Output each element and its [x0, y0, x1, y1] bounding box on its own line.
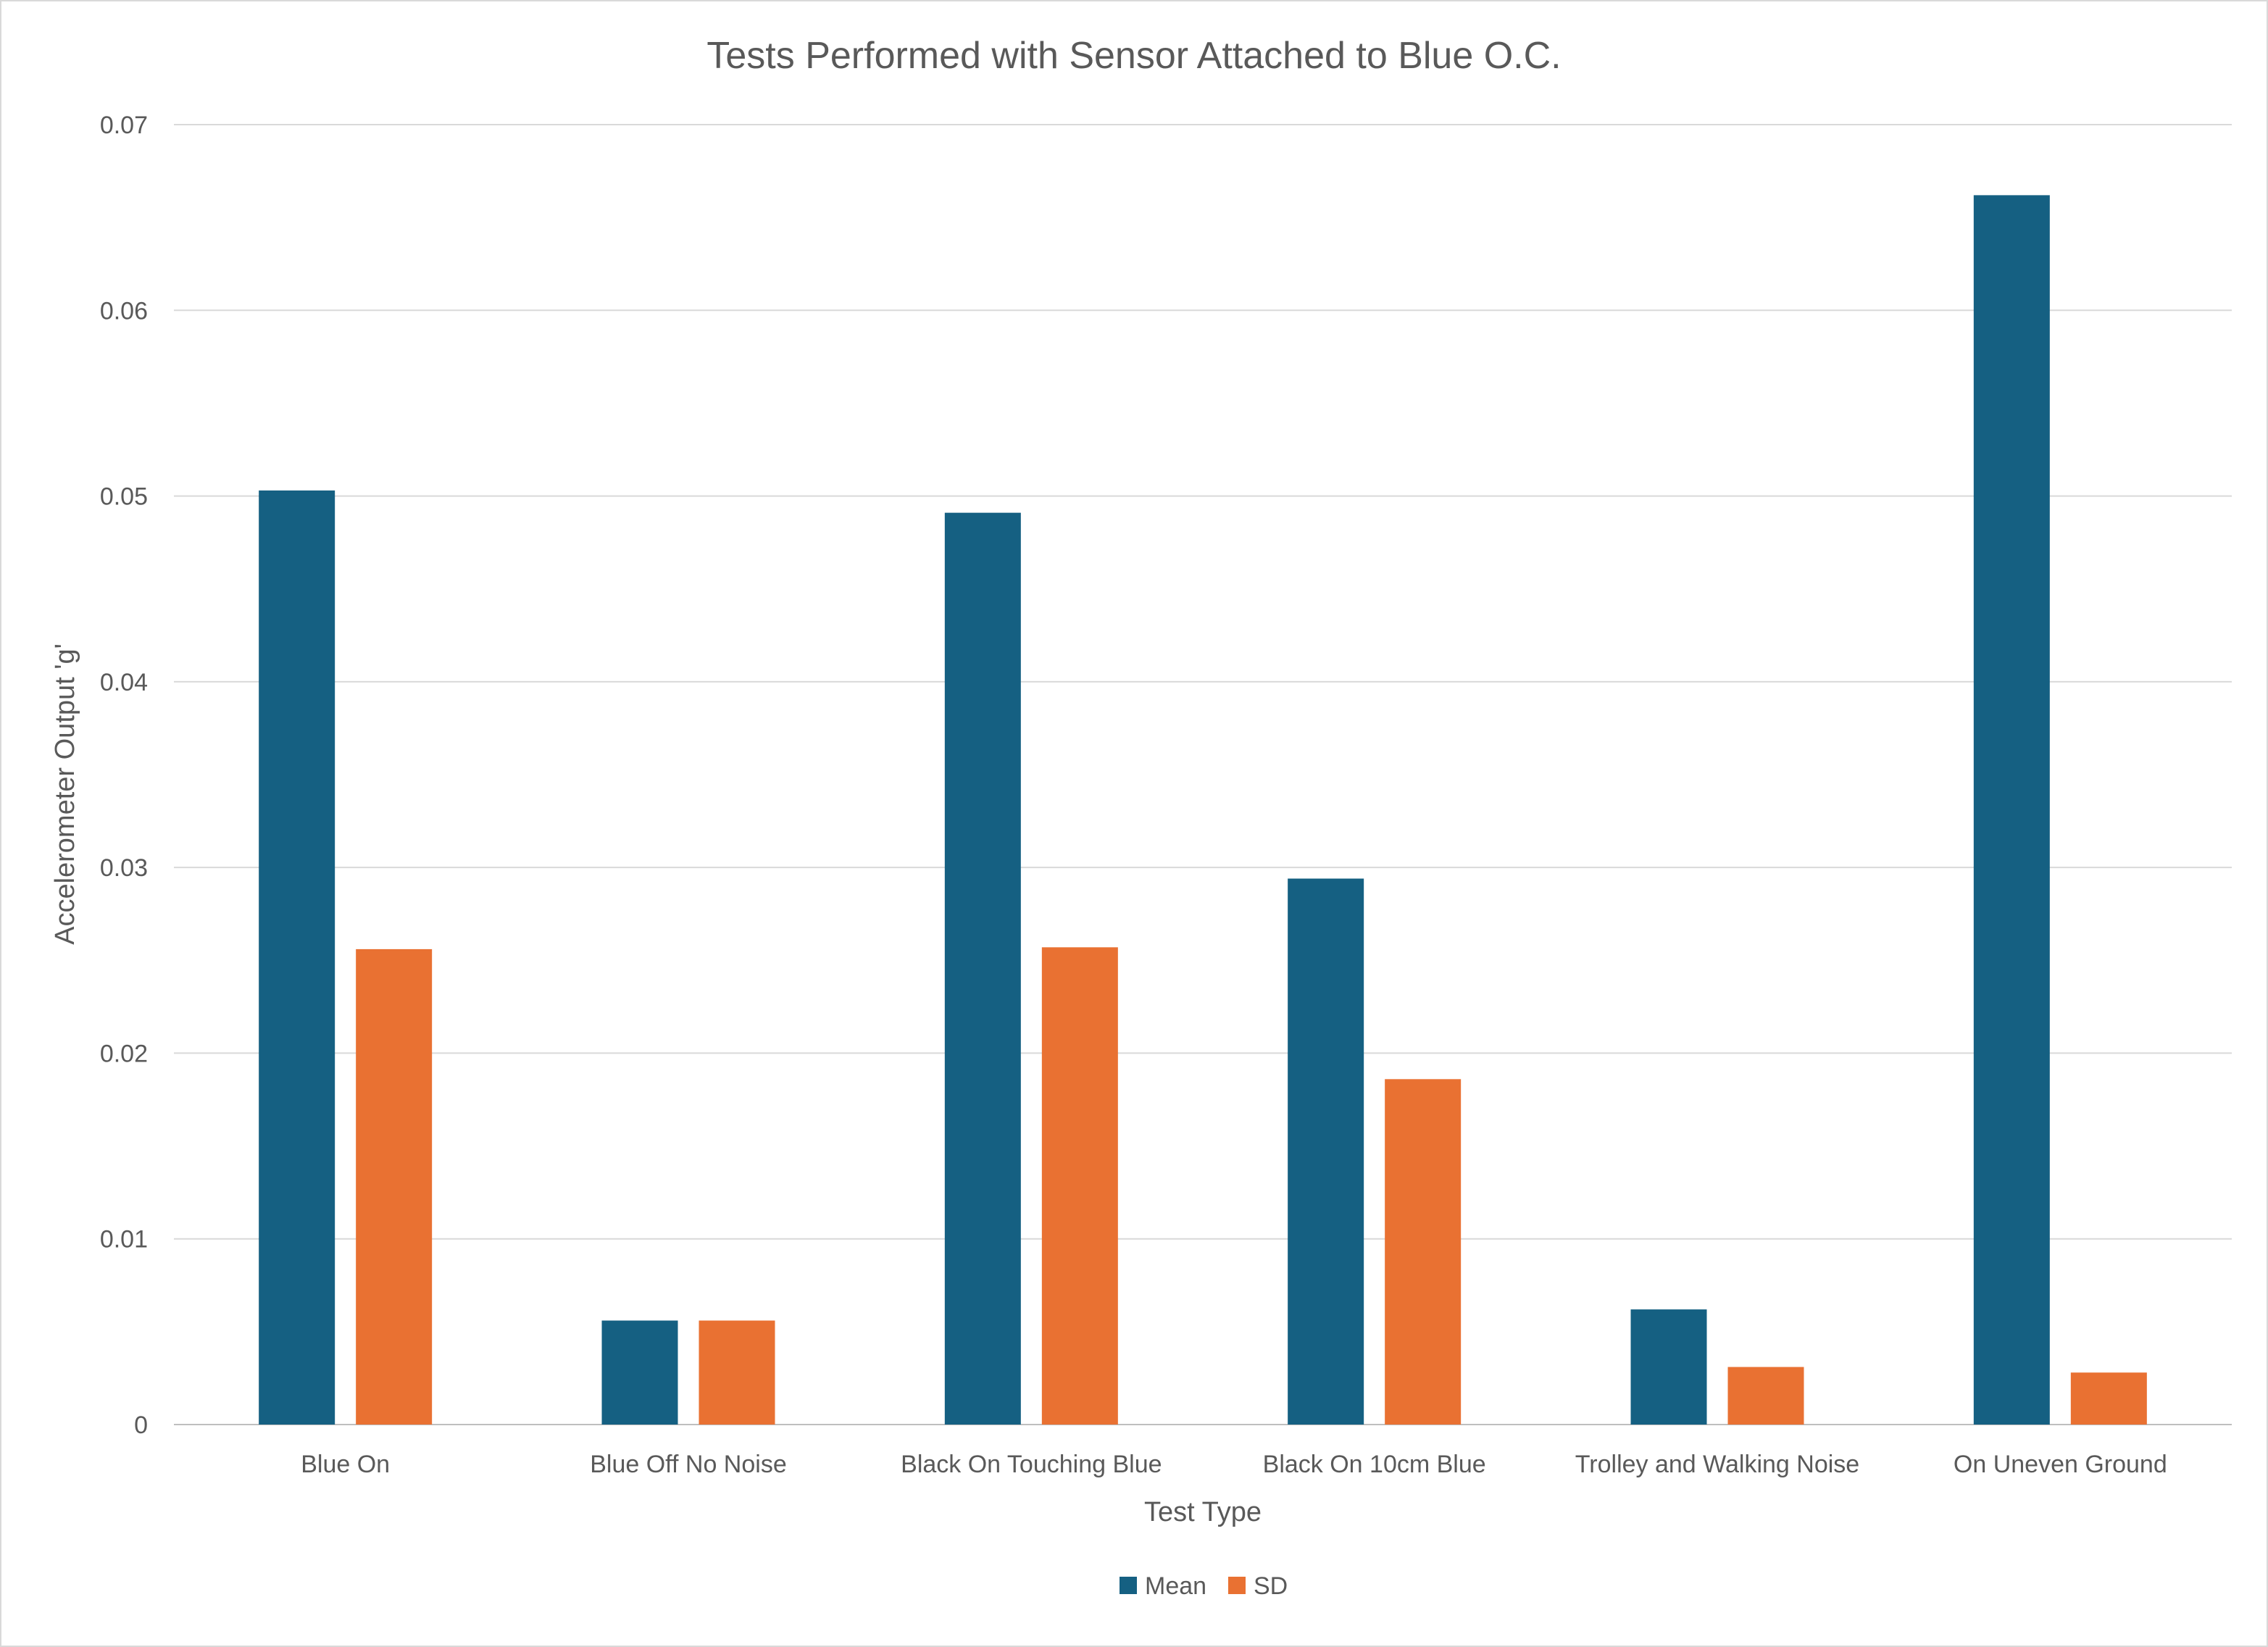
- y-tick-label: 0.01: [100, 1226, 148, 1254]
- y-axis-ticks: 0 0.01 0.02 0.03 0.04 0.05 0.06 0.07: [100, 112, 148, 1439]
- bar-sd: [356, 948, 433, 1425]
- y-tick-label: 0: [134, 1412, 148, 1439]
- y-axis-title: Accelerometer Output 'g': [50, 643, 80, 945]
- x-tick-label: Trolley and Walking Noise: [1575, 1451, 1859, 1478]
- x-tick-label: Blue On: [301, 1451, 390, 1478]
- x-axis-title: Test Type: [1144, 1497, 1262, 1527]
- bar-sd: [699, 1320, 775, 1425]
- legend-label: SD: [1254, 1572, 1288, 1600]
- bar-mean: [1288, 878, 1364, 1425]
- y-tick-label: 0.06: [100, 297, 148, 325]
- x-tick-label: Black On Touching Blue: [901, 1451, 1162, 1478]
- chart-title: Tests Performed with Sensor Attached to …: [706, 35, 1561, 77]
- bar-mean: [1973, 195, 2050, 1425]
- bar-sd: [1727, 1367, 1804, 1425]
- bar-mean: [601, 1320, 678, 1425]
- y-tick-label: 0.03: [100, 854, 148, 882]
- gridlines: [174, 124, 2232, 1425]
- bar-mean: [1630, 1309, 1707, 1425]
- x-axis-ticks: Blue On Blue Off No Noise Black On Touchin…: [301, 1451, 2167, 1478]
- bars: [259, 195, 2147, 1425]
- bar-sd: [2070, 1372, 2147, 1425]
- bar-mean: [944, 512, 1021, 1425]
- y-tick-label: 0.05: [100, 483, 148, 511]
- bar-mean: [259, 490, 335, 1425]
- legend-swatch-sd: [1228, 1577, 1246, 1594]
- legend-swatch-mean: [1120, 1577, 1137, 1594]
- x-tick-label: On Uneven Ground: [1954, 1451, 2167, 1478]
- bar-sd: [1041, 947, 1118, 1425]
- bar-sd: [1385, 1079, 1462, 1425]
- x-tick-label: Black On 10cm Blue: [1263, 1451, 1486, 1478]
- x-tick-label: Blue Off No Noise: [590, 1451, 787, 1478]
- legend: Mean SD: [1120, 1572, 1288, 1600]
- y-tick-label: 0.07: [100, 112, 148, 139]
- legend-label: Mean: [1145, 1572, 1206, 1600]
- y-tick-label: 0.02: [100, 1040, 148, 1067]
- y-tick-label: 0.04: [100, 669, 148, 696]
